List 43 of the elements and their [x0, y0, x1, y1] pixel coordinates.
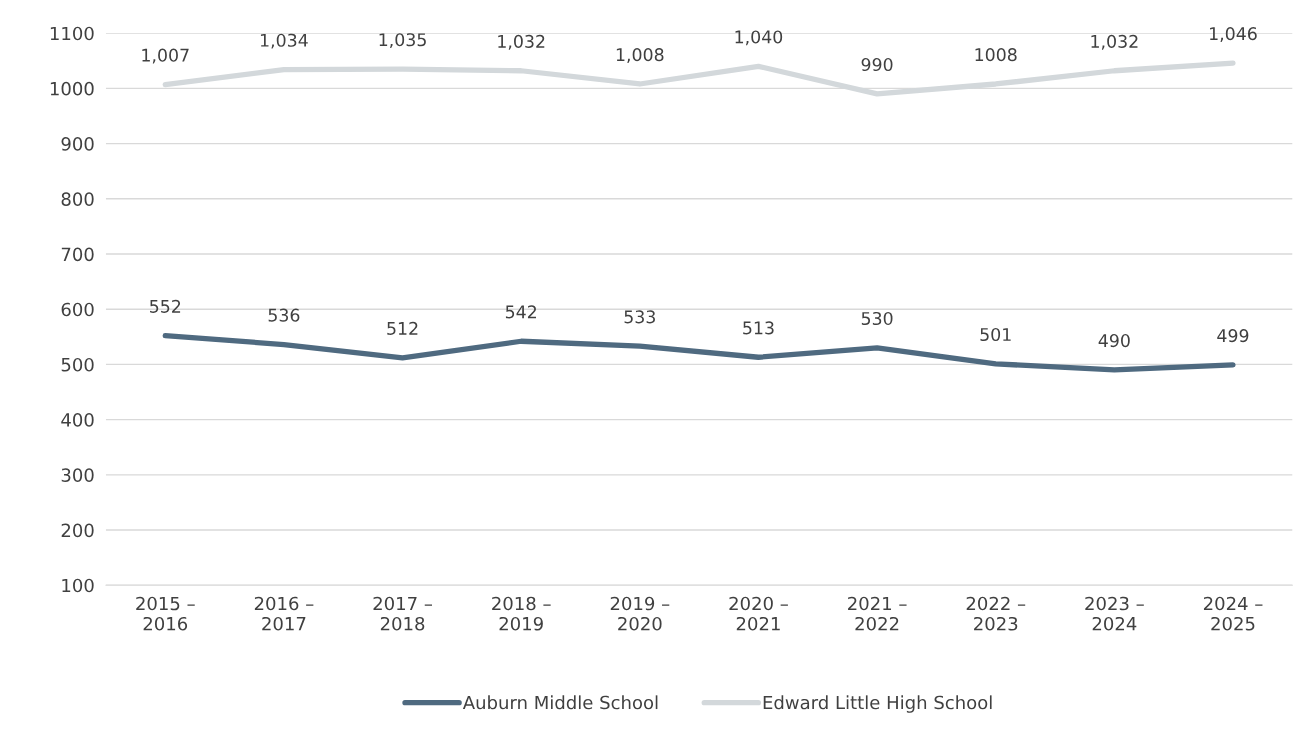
data-label: 1,046	[1210, 27, 1257, 42]
x-tick-label: 2017 – 2018	[373, 596, 433, 631]
x-tick-label: 2015 – 2016	[136, 596, 195, 631]
legend-label: Edward Little High School	[763, 695, 992, 713]
y-tick-label: 900	[61, 137, 94, 151]
data-label: 533	[624, 310, 655, 324]
x-tick-label: 2022 – 2023	[966, 596, 1026, 631]
data-label: 1,007	[142, 48, 189, 64]
data-label: 1,040	[735, 30, 783, 46]
data-label: 490	[1098, 334, 1130, 348]
data-label: 1,035	[379, 33, 426, 49]
y-tick-label: 200	[61, 523, 94, 538]
y-tick-label: 500	[61, 357, 94, 372]
x-tick-label: 2018 – 2019	[492, 596, 551, 631]
data-label: 1,032	[498, 34, 545, 50]
data-label: 1,032	[1091, 34, 1138, 50]
data-label: 499	[1217, 329, 1249, 343]
y-tick-label: 400	[61, 413, 94, 427]
data-label: 513	[743, 321, 774, 335]
data-label: 1,034	[260, 33, 308, 49]
legend-label: Auburn Middle School	[462, 695, 658, 710]
x-tick-label: 2016 – 2017	[254, 596, 314, 631]
data-label: 542	[505, 305, 536, 319]
y-tick-label: 1100	[50, 26, 94, 41]
y-tick-label: 100	[62, 578, 94, 593]
x-tick-label: 2023 – 2024	[1085, 596, 1144, 631]
data-label: 1,008	[616, 48, 664, 63]
x-tick-label: 2020 – 2021	[729, 596, 788, 631]
x-tick-label: 2021 – 2022	[848, 596, 907, 631]
data-label: 536	[268, 308, 300, 322]
y-tick-label: 800	[61, 192, 94, 206]
data-label: 530	[861, 311, 893, 326]
data-label: 501	[980, 327, 1011, 342]
data-label: 552	[150, 299, 181, 313]
y-tick-label: 600	[61, 302, 94, 317]
data-label: 990	[861, 57, 893, 72]
data-label: 512	[387, 321, 418, 335]
y-tick-label: 300	[61, 468, 94, 482]
x-tick-label: 2024 – 2025	[1203, 596, 1263, 631]
x-tick-label: 2019 – 2020	[610, 596, 670, 631]
y-tick-label: 700	[61, 247, 94, 262]
y-tick-label: 1000	[50, 81, 94, 96]
data-label: 1008	[975, 48, 1017, 62]
